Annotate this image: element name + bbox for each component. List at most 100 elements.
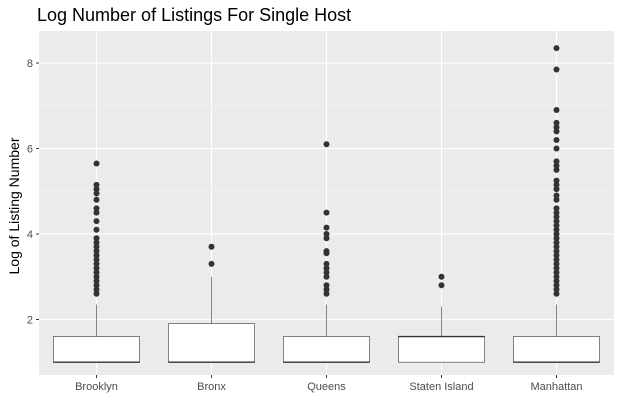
outlier-point <box>323 265 330 272</box>
outlier-point <box>438 282 445 289</box>
box-body <box>398 336 485 363</box>
outlier-point <box>553 66 560 73</box>
outlier-point <box>553 239 560 246</box>
outlier-point <box>323 248 330 255</box>
outlier-point <box>93 226 100 233</box>
outlier-point <box>93 269 100 276</box>
outlier-point <box>553 192 560 199</box>
outlier-point <box>553 205 560 212</box>
outlier-point <box>93 265 100 272</box>
outlier-point <box>553 265 560 272</box>
outlier-point <box>438 273 445 280</box>
box-staten-island <box>398 273 485 363</box>
x-tick-label: Manhattan <box>531 381 583 393</box>
outlier-point <box>93 160 100 167</box>
x-tick-label: Queens <box>307 381 346 393</box>
outlier-point <box>93 181 100 188</box>
outlier-point <box>93 256 100 263</box>
outlier-point <box>323 209 330 216</box>
outlier-point <box>553 252 560 259</box>
outlier-point <box>553 273 560 280</box>
box-body <box>168 323 255 363</box>
outlier-point <box>553 218 560 225</box>
y-axis-label: Log of Listing Number <box>6 137 22 274</box>
outlier-point <box>553 186 560 193</box>
chart-title: Log Number of Listings For Single Host <box>37 5 351 25</box>
outlier-point <box>323 282 330 289</box>
y-tick-label: 2 <box>27 314 33 326</box>
outlier-point <box>323 286 330 293</box>
outlier-point <box>553 222 560 229</box>
box-series <box>53 45 600 363</box>
outlier-point <box>93 286 100 293</box>
outlier-point <box>553 209 560 216</box>
outlier-point <box>553 107 560 114</box>
outlier-point <box>553 213 560 220</box>
outlier-point <box>553 277 560 284</box>
x-tick-label: Bronx <box>197 381 226 393</box>
outlier-point <box>553 260 560 267</box>
outlier-point <box>553 196 560 203</box>
box-brooklyn <box>53 160 140 363</box>
outlier-point <box>93 273 100 280</box>
outlier-point <box>553 162 560 169</box>
outlier-point <box>553 158 560 165</box>
box-body <box>283 336 370 363</box>
outlier-point <box>93 252 100 259</box>
box-body <box>513 336 600 363</box>
outlier-point <box>323 224 330 231</box>
outlier-point <box>323 235 330 242</box>
outlier-point <box>93 239 100 246</box>
box-body <box>53 336 140 363</box>
outlier-point <box>208 260 215 267</box>
y-tick-label: 8 <box>27 58 33 70</box>
outlier-point <box>208 243 215 250</box>
outlier-point <box>553 235 560 242</box>
outlier-point <box>553 119 560 126</box>
outlier-point <box>553 226 560 233</box>
y-tick-label: 6 <box>27 144 33 156</box>
outlier-point <box>553 124 560 131</box>
outlier-point <box>553 248 560 255</box>
outlier-point <box>553 145 560 152</box>
box-bronx <box>168 243 255 363</box>
outlier-point <box>323 230 330 237</box>
outlier-point <box>553 181 560 188</box>
outlier-point <box>93 282 100 289</box>
x-tick-label: Brooklyn <box>75 381 118 393</box>
y-tick-label: 4 <box>27 229 33 241</box>
outlier-point <box>93 190 100 197</box>
outlier-point <box>93 290 100 297</box>
outlier-point <box>553 290 560 297</box>
outlier-point <box>93 248 100 255</box>
outlier-point <box>553 166 560 173</box>
outlier-point <box>93 235 100 242</box>
outlier-point <box>323 290 330 297</box>
outlier-point <box>323 269 330 276</box>
outlier-point <box>553 45 560 52</box>
outlier-point <box>93 205 100 212</box>
outlier-point <box>553 282 560 289</box>
axis-ticks: 2 4 6 8 Brooklyn Bronx Queens Staten Island Manh… <box>27 58 583 393</box>
box-manhattan <box>513 45 600 363</box>
box-queens <box>283 141 370 363</box>
outlier-point <box>553 286 560 293</box>
outlier-point <box>93 243 100 250</box>
outlier-point <box>553 177 560 184</box>
outlier-point <box>93 209 100 216</box>
outlier-point <box>553 269 560 276</box>
outlier-point <box>553 243 560 250</box>
outlier-point <box>93 260 100 267</box>
x-tick-label: Staten Island <box>409 381 473 393</box>
outlier-point <box>553 230 560 237</box>
outlier-point <box>323 260 330 267</box>
outlier-point <box>93 186 100 193</box>
outlier-point <box>93 277 100 284</box>
outlier-point <box>93 218 100 225</box>
outlier-point <box>323 273 330 280</box>
outlier-point <box>553 256 560 263</box>
outlier-point <box>323 141 330 148</box>
outlier-point <box>93 196 100 203</box>
outlier-point <box>553 128 560 135</box>
